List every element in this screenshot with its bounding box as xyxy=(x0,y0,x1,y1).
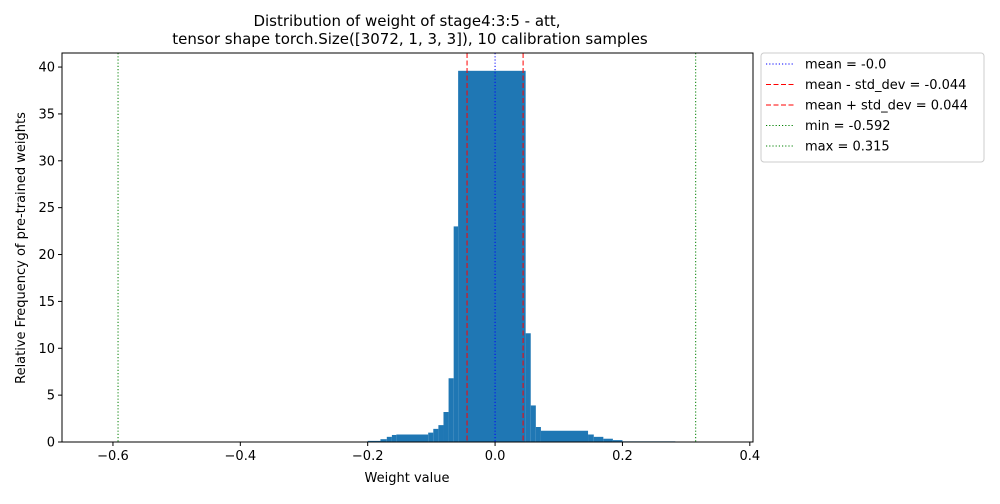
x-tick-label: −0.4 xyxy=(225,449,257,464)
legend-entry-label: mean + std_dev = 0.044 xyxy=(805,99,968,114)
reference-lines xyxy=(117,53,697,442)
x-tick-label: 0.0 xyxy=(485,449,506,464)
histogram-bar xyxy=(438,425,444,442)
y-axis-label: Relative Frequency of pre-trained weight… xyxy=(14,112,29,384)
y-axis-ticks: 0 5 10 15 20 25 30 35 40 xyxy=(38,61,62,451)
histogram-bars xyxy=(293,70,676,443)
x-axis-ticks: −0.6 −0.4 −0.2 0.0 0.2 0.4 xyxy=(97,442,760,464)
x-tick-label: −0.6 xyxy=(97,449,129,464)
histogram-bar xyxy=(588,434,594,442)
plot-area-frame xyxy=(61,52,754,443)
histogram-bar xyxy=(443,412,449,442)
histogram-bar xyxy=(391,434,397,442)
y-tick-label: 30 xyxy=(38,154,55,169)
y-tick-label: 0 xyxy=(47,436,55,451)
y-tick-label: 15 xyxy=(38,295,55,310)
histogram-bar xyxy=(603,438,613,442)
legend-entry-label: mean - std_dev = -0.044 xyxy=(805,78,966,93)
histogram-bar xyxy=(428,432,434,442)
histogram-bar xyxy=(458,70,526,443)
legend-entry-label: max = 0.315 xyxy=(805,140,890,155)
histogram-bar xyxy=(386,436,392,442)
y-tick-label: 10 xyxy=(38,342,55,357)
y-tick-label: 25 xyxy=(38,201,55,216)
x-tick-label: −0.2 xyxy=(352,449,384,464)
chart-title-line-1: Distribution of weight of stage4:3:5 - a… xyxy=(253,12,560,30)
histogram-bar xyxy=(433,428,439,442)
legend-entry-label: mean = -0.0 xyxy=(805,58,886,73)
histogram-bar xyxy=(593,436,604,442)
histogram-bar xyxy=(453,226,459,442)
x-tick-label: 0.2 xyxy=(612,449,633,464)
legend-frame xyxy=(760,52,985,163)
legend-entry-label: min = -0.592 xyxy=(805,119,891,134)
y-tick-label: 20 xyxy=(38,248,55,263)
x-tick-label: 0.4 xyxy=(739,449,760,464)
x-axis-label: Weight value xyxy=(365,471,450,486)
y-tick-label: 35 xyxy=(38,107,55,122)
histogram-bar xyxy=(396,434,429,442)
legend: mean = -0.0 mean - std_dev = -0.044 mean +… xyxy=(760,52,985,163)
y-tick-label: 5 xyxy=(47,389,55,404)
chart-title-line-2: tensor shape torch.Size([3072, 1, 3, 3])… xyxy=(172,30,648,48)
histogram-bar xyxy=(535,427,541,442)
histogram-bar xyxy=(612,440,623,442)
histogram-bar xyxy=(448,378,454,442)
histogram-bar xyxy=(525,333,531,442)
histogram-bar xyxy=(367,440,381,442)
histogram-bar xyxy=(380,439,387,442)
histogram-bar xyxy=(530,405,536,442)
y-tick-label: 40 xyxy=(38,61,55,76)
histogram-bar xyxy=(540,430,589,442)
